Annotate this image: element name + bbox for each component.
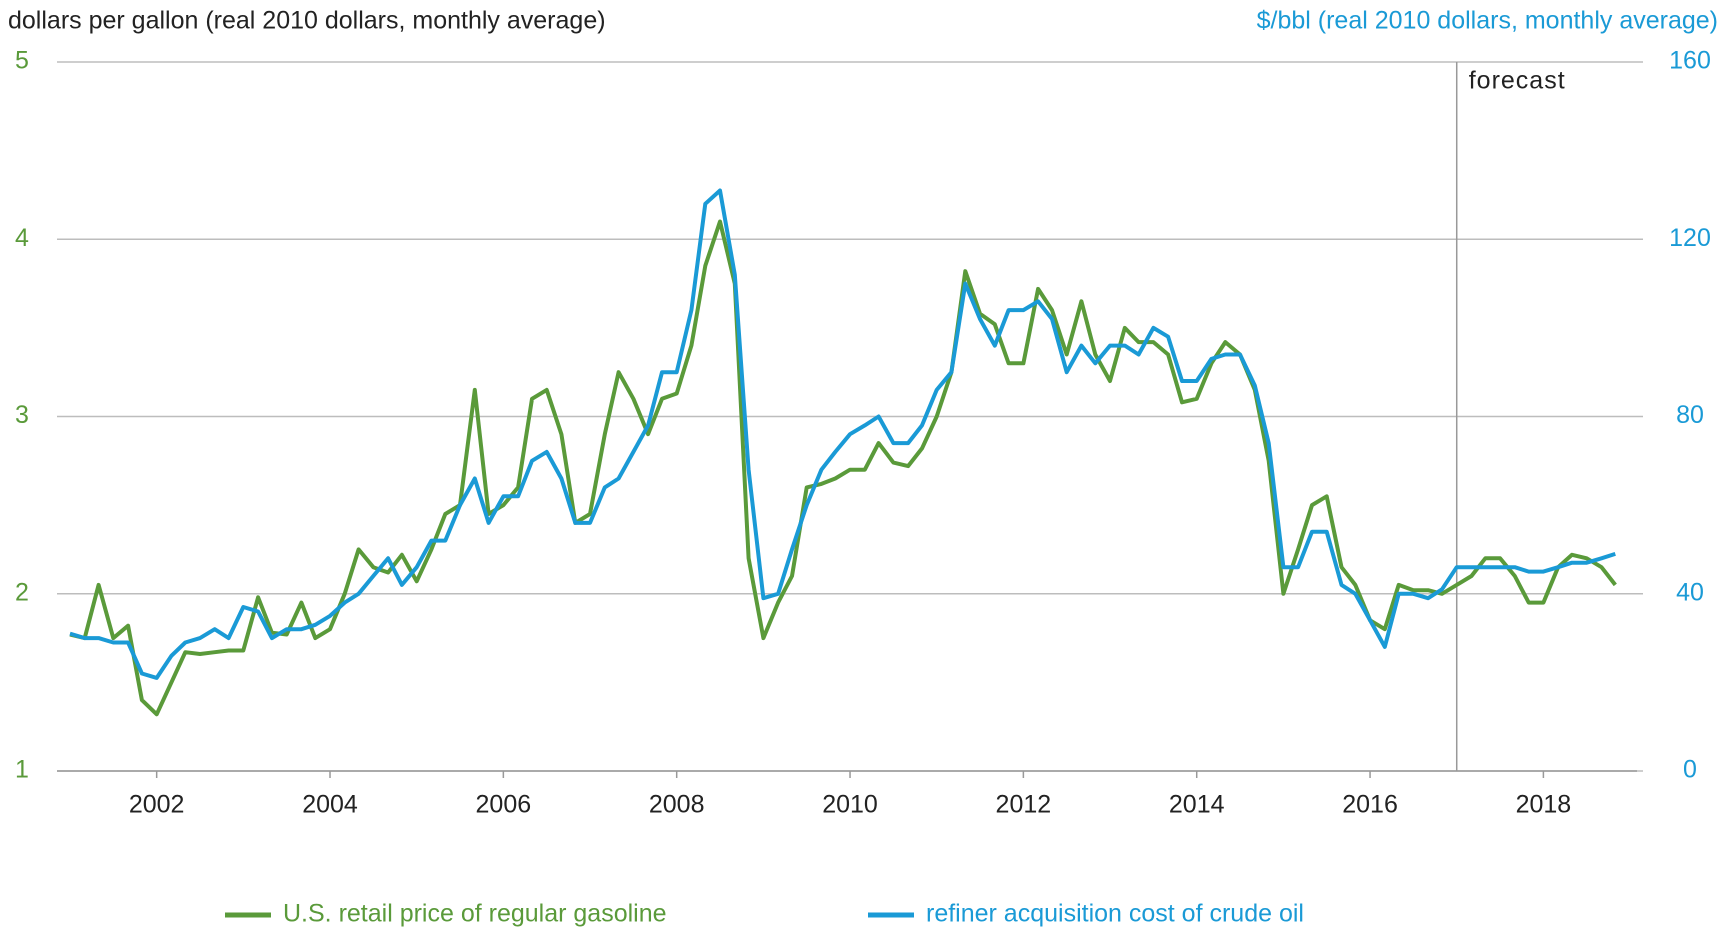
series-line [69, 188, 1616, 680]
x-tick-label: 2012 [996, 791, 1052, 819]
x-tick-label: 2002 [129, 791, 185, 819]
y2-tick-label: 120 [1669, 224, 1711, 252]
x-tick-label: 2014 [1169, 791, 1225, 819]
y-tick-label: 4 [15, 224, 29, 252]
y2-tick-label: 160 [1669, 47, 1711, 75]
y2-tick-label: 40 [1676, 578, 1704, 606]
series-line [69, 219, 1617, 717]
y-tick-label: 2 [15, 578, 29, 606]
x-tick-label: 2004 [302, 791, 358, 819]
x-tick-label: 2018 [1516, 791, 1572, 819]
x-tick-label: 2010 [822, 791, 878, 819]
y-tick-label: 1 [15, 756, 29, 784]
y2-axis-label: $/bbl (real 2010 dollars, monthly averag… [1257, 7, 1718, 35]
y2-tick-label: 0 [1683, 756, 1697, 784]
y-tick-label: 5 [15, 47, 29, 75]
y2-tick-label: 80 [1676, 401, 1704, 429]
legend-label: U.S. retail price of regular gasoline [283, 900, 667, 928]
y-axis-label: dollars per gallon (real 2010 dollars, m… [8, 7, 606, 35]
legend-label: refiner acquisition cost of crude oil [926, 900, 1304, 928]
x-tick-label: 2006 [476, 791, 532, 819]
x-tick-label: 2016 [1342, 791, 1398, 819]
forecast-label: forecast [1469, 67, 1566, 95]
x-tick-label: 2008 [649, 791, 705, 819]
y-tick-label: 3 [15, 401, 29, 429]
